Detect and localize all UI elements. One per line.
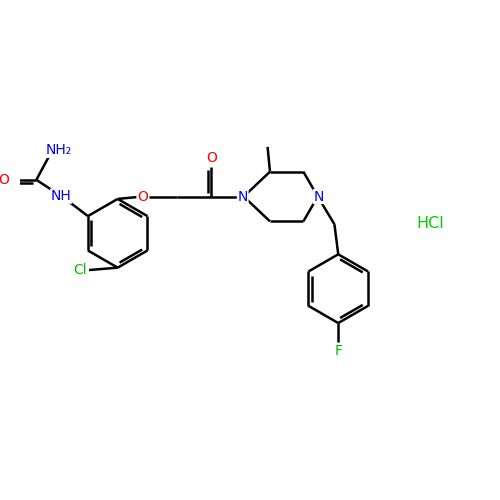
Text: N: N: [314, 190, 324, 203]
Text: Cl: Cl: [74, 263, 88, 277]
Text: F: F: [334, 344, 342, 357]
Text: HCl: HCl: [416, 216, 444, 231]
Text: O: O: [137, 190, 148, 203]
Text: O: O: [0, 173, 10, 187]
Text: N: N: [238, 190, 248, 203]
Text: NH₂: NH₂: [45, 143, 72, 157]
Text: O: O: [206, 152, 216, 166]
Text: NH: NH: [51, 189, 72, 203]
